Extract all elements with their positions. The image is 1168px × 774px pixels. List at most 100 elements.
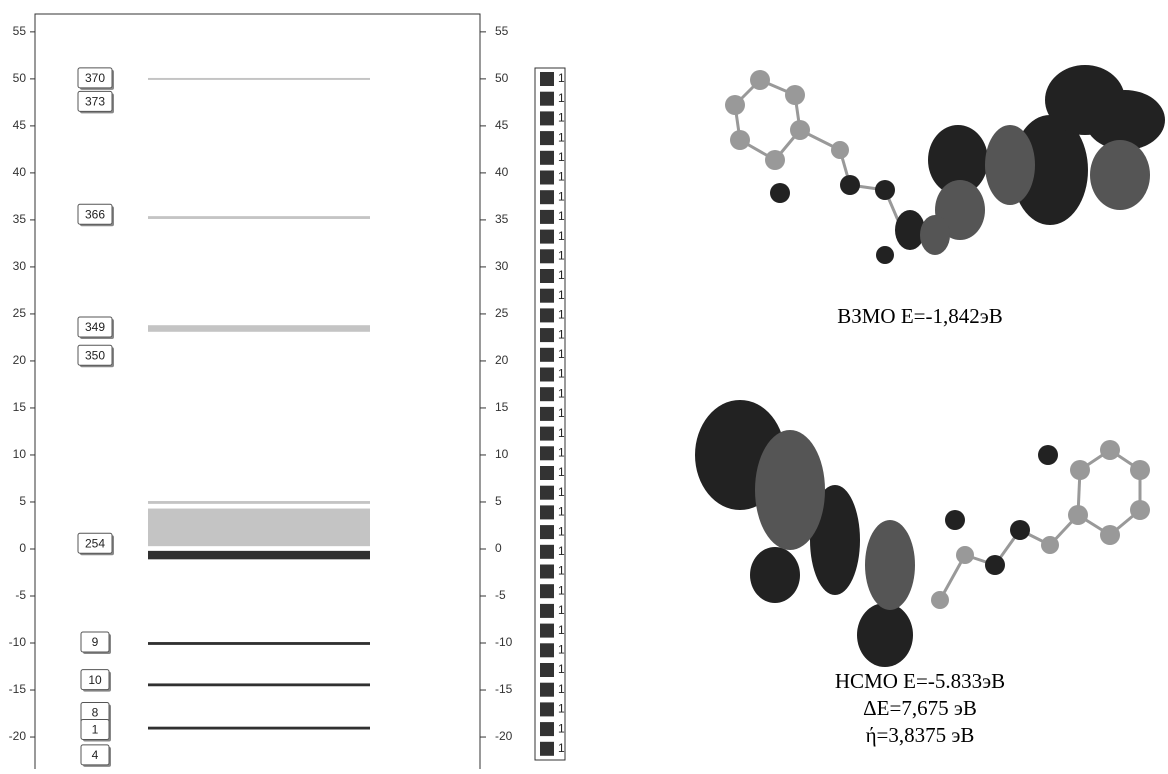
level-label: 254	[85, 536, 105, 550]
legend-swatch	[540, 603, 554, 618]
hardness-caption: ή=3,8375 эВ	[866, 723, 975, 747]
energy-level	[148, 508, 370, 547]
legend-swatch	[540, 564, 554, 579]
legend-label: 1	[558, 583, 565, 597]
legend-label: 1	[558, 564, 565, 578]
legend-label: 1	[558, 642, 565, 656]
left-tick-label: 55	[13, 24, 27, 38]
legend-swatch	[540, 544, 554, 559]
legend-label: 1	[558, 248, 565, 262]
energy-level	[148, 216, 370, 219]
left-tick-label: 25	[13, 306, 27, 320]
energy-level	[148, 642, 370, 645]
legend-label: 1	[558, 662, 565, 676]
legend-swatch	[540, 682, 554, 697]
left-tick-label: 10	[13, 447, 27, 461]
legend-swatch	[540, 347, 554, 362]
legend-label: 1	[558, 308, 565, 322]
level-label: 350	[85, 348, 105, 362]
legend-label: 1	[558, 406, 565, 420]
lumo-caption: НСМО Е=-5.833эВ	[835, 669, 1005, 693]
level-label-box	[80, 631, 110, 653]
legend-label: 1	[558, 170, 565, 184]
legend-swatch	[540, 72, 554, 86]
legend-swatch	[540, 209, 554, 224]
level-label-box	[77, 67, 113, 89]
energy-level	[148, 501, 370, 504]
legend-label: 1	[558, 544, 565, 558]
legend-label: 1	[558, 347, 565, 361]
right-tick-label: 45	[495, 118, 509, 132]
legend-swatch	[540, 722, 554, 737]
left-tick-label: 5	[19, 494, 26, 508]
molecule-lumo	[695, 400, 1150, 667]
right-tick-label: -20	[495, 729, 513, 743]
legend-label: 1	[558, 603, 565, 617]
right-tick-label: 25	[495, 306, 509, 320]
left-tick-label: -20	[9, 729, 27, 743]
level-label-box	[80, 718, 110, 740]
legend-swatch	[540, 367, 554, 382]
level-label-box	[77, 203, 113, 225]
legend-label: 1	[558, 465, 565, 479]
right-tick-label: 10	[495, 447, 509, 461]
legend-label: 1	[558, 721, 565, 735]
level-label-box	[77, 316, 113, 338]
legend-swatch	[540, 446, 554, 461]
legend-label: 1	[558, 288, 565, 302]
level-label-box	[77, 90, 113, 112]
legend-label: 1	[558, 485, 565, 499]
left-tick-label: 20	[13, 353, 27, 367]
legend-swatch	[540, 505, 554, 520]
left-tick-label: 0	[19, 541, 26, 555]
gap-caption: ΔЕ=7,675 эВ	[863, 696, 977, 720]
left-tick-label: 40	[13, 165, 27, 179]
level-label: 10	[88, 673, 102, 687]
legend-label: 1	[558, 229, 565, 243]
level-label: 366	[85, 207, 105, 221]
legend-swatch	[540, 663, 554, 677]
legend-swatch	[540, 150, 554, 165]
level-label: 9	[92, 635, 99, 649]
right-tick-label: 50	[495, 71, 509, 85]
right-tick-label: -5	[495, 588, 506, 602]
left-tick-label: -5	[15, 588, 26, 602]
right-tick-label: 30	[495, 259, 509, 273]
legend-label: 1	[558, 426, 565, 440]
legend-label: 1	[558, 189, 565, 203]
legend-label: 1	[558, 682, 565, 696]
level-label: 4	[92, 748, 99, 762]
legend-label: 1	[558, 702, 565, 716]
left-tick-label: -10	[9, 635, 27, 649]
level-label: 370	[85, 71, 105, 85]
level-label-box	[80, 744, 110, 766]
left-tick-label: 45	[13, 118, 27, 132]
right-tick-label: -10	[495, 635, 513, 649]
legend-swatch	[540, 328, 554, 343]
legend-swatch	[540, 308, 554, 323]
level-label: 1	[92, 723, 99, 737]
energy-level	[148, 683, 370, 687]
left-tick-label: 15	[13, 400, 27, 414]
right-tick-label: 0	[495, 541, 502, 555]
legend-swatch	[540, 387, 554, 402]
right-tick-label: 15	[495, 400, 509, 414]
level-label: 373	[85, 95, 105, 109]
legend-swatch	[540, 190, 554, 205]
legend-label: 1	[558, 386, 565, 400]
legend-label: 1	[558, 209, 565, 223]
legend-swatch	[540, 288, 554, 303]
legend-swatch	[540, 111, 554, 126]
right-tick-label: 55	[495, 24, 509, 38]
legend-swatch	[540, 269, 554, 283]
legend-label: 1	[558, 111, 565, 125]
legend-label: 1	[558, 445, 565, 459]
left-tick-label: -15	[9, 682, 27, 696]
energy-level	[148, 325, 370, 332]
homo-caption: ВЗМО Е=-1,842эВ	[837, 304, 1003, 328]
right-tick-label: 5	[495, 494, 502, 508]
level-label: 349	[85, 320, 105, 334]
legend-swatch	[540, 91, 554, 106]
legend-label: 1	[558, 505, 565, 519]
